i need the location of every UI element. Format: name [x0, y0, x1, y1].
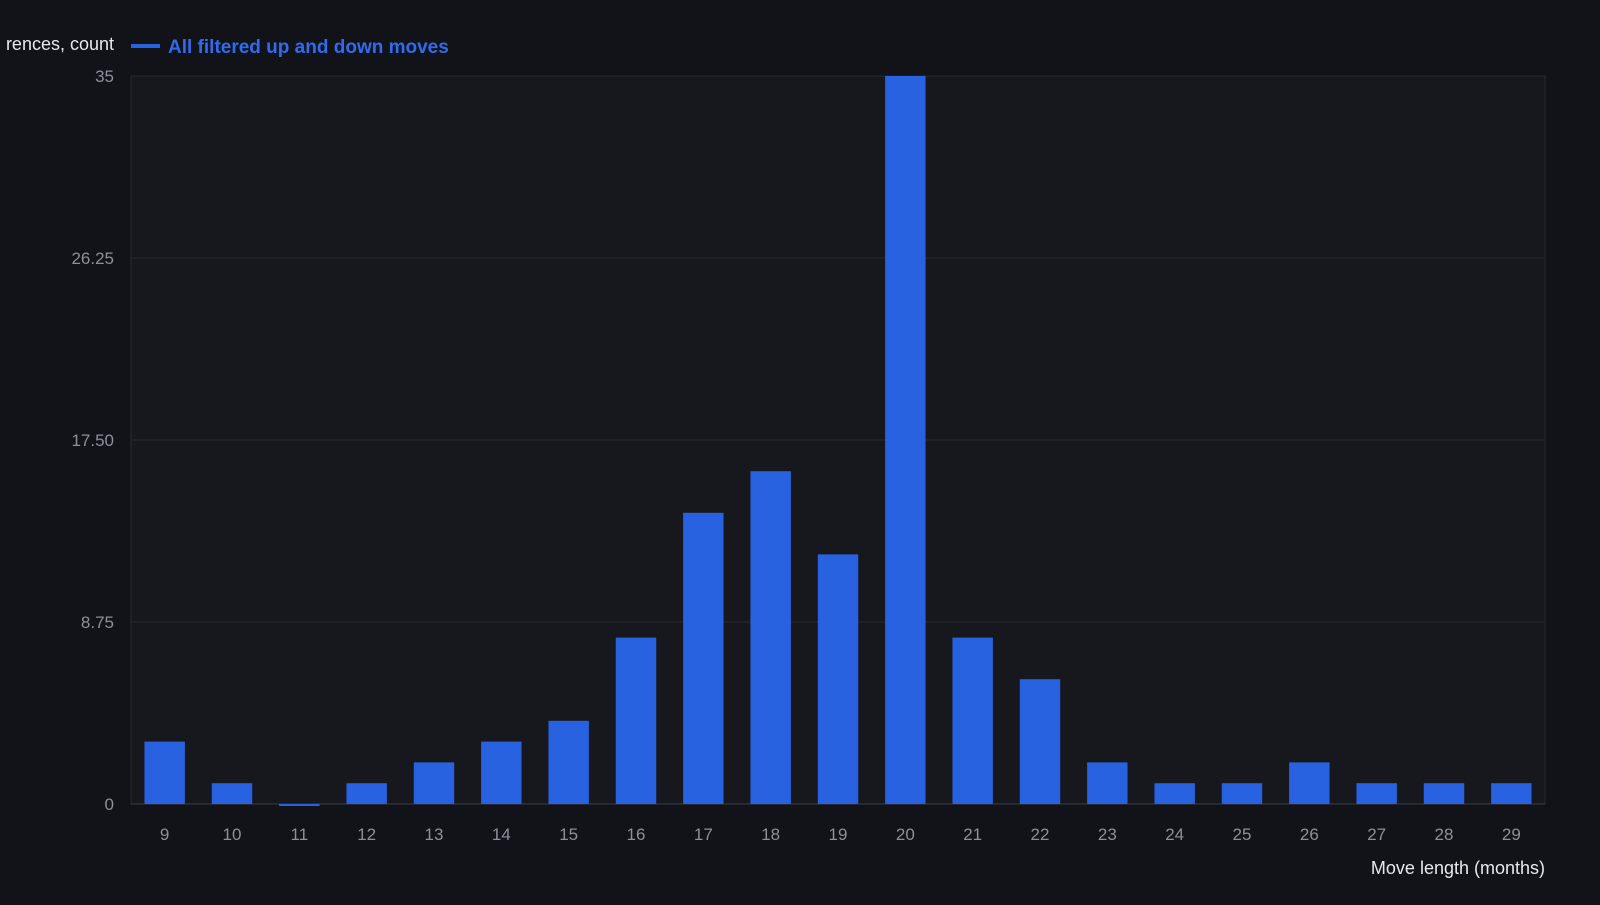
x-tick-label: 18 — [761, 825, 780, 844]
x-tick-label: 23 — [1098, 825, 1117, 844]
bar[interactable] — [1154, 783, 1195, 804]
x-tick-label: 21 — [963, 825, 982, 844]
x-tick-label: 25 — [1233, 825, 1252, 844]
x-tick-label: 28 — [1435, 825, 1454, 844]
bar[interactable] — [1491, 783, 1532, 804]
bar[interactable] — [1423, 783, 1465, 804]
bar[interactable] — [1019, 679, 1061, 804]
y-tick-label: 26.25 — [71, 249, 114, 268]
y-tick-label: 0 — [105, 795, 114, 814]
legend-label[interactable]: All filtered up and down moves — [168, 37, 449, 58]
x-axis-ticks: 9 10 11 12 13 14 15 16 17 18 19 20 21 22 23 24 25 26 27 28 2… — [160, 825, 1521, 844]
x-tick-label: 24 — [1165, 825, 1184, 844]
x-tick-label: 9 — [160, 825, 169, 844]
x-tick-label: 16 — [627, 825, 646, 844]
bar[interactable] — [952, 637, 993, 804]
x-tick-label: 12 — [357, 825, 376, 844]
bar[interactable] — [413, 762, 455, 804]
x-tick-label: 13 — [425, 825, 444, 844]
bar[interactable] — [1087, 762, 1128, 804]
x-tick-label: 19 — [829, 825, 848, 844]
x-tick-label: 20 — [896, 825, 915, 844]
bar[interactable] — [211, 783, 253, 804]
x-tick-label: 11 — [291, 825, 309, 844]
bar[interactable] — [683, 512, 724, 804]
bar[interactable] — [1289, 762, 1330, 804]
x-tick-label: 10 — [223, 825, 242, 844]
bar[interactable] — [817, 554, 859, 804]
x-tick-label: 29 — [1502, 825, 1521, 844]
y-axis-ticks: 0 8.75 17.50 26.25 35 — [71, 67, 114, 814]
y-tick-label: 17.50 — [71, 431, 114, 450]
bar[interactable] — [1356, 783, 1397, 804]
x-tick-label: 26 — [1300, 825, 1319, 844]
bar[interactable] — [750, 471, 791, 804]
bar[interactable] — [279, 804, 320, 806]
x-axis-label: Move length (months) — [1371, 858, 1545, 878]
bar[interactable] — [144, 741, 185, 804]
x-tick-label: 15 — [559, 825, 578, 844]
x-tick-label: 22 — [1031, 825, 1050, 844]
x-tick-label: 14 — [492, 825, 511, 844]
bar[interactable] — [1221, 783, 1263, 804]
bar[interactable] — [346, 783, 387, 804]
x-tick-label: 27 — [1367, 825, 1386, 844]
bars — [144, 76, 1532, 806]
bar[interactable] — [615, 637, 657, 804]
bar[interactable] — [885, 76, 926, 804]
y-axis-label: rences, count — [6, 34, 114, 54]
bar[interactable] — [481, 741, 522, 804]
y-tick-label: 35 — [95, 67, 114, 86]
y-tick-label: 8.75 — [81, 613, 114, 632]
bar[interactable] — [548, 720, 589, 804]
x-tick-label: 17 — [694, 825, 713, 844]
